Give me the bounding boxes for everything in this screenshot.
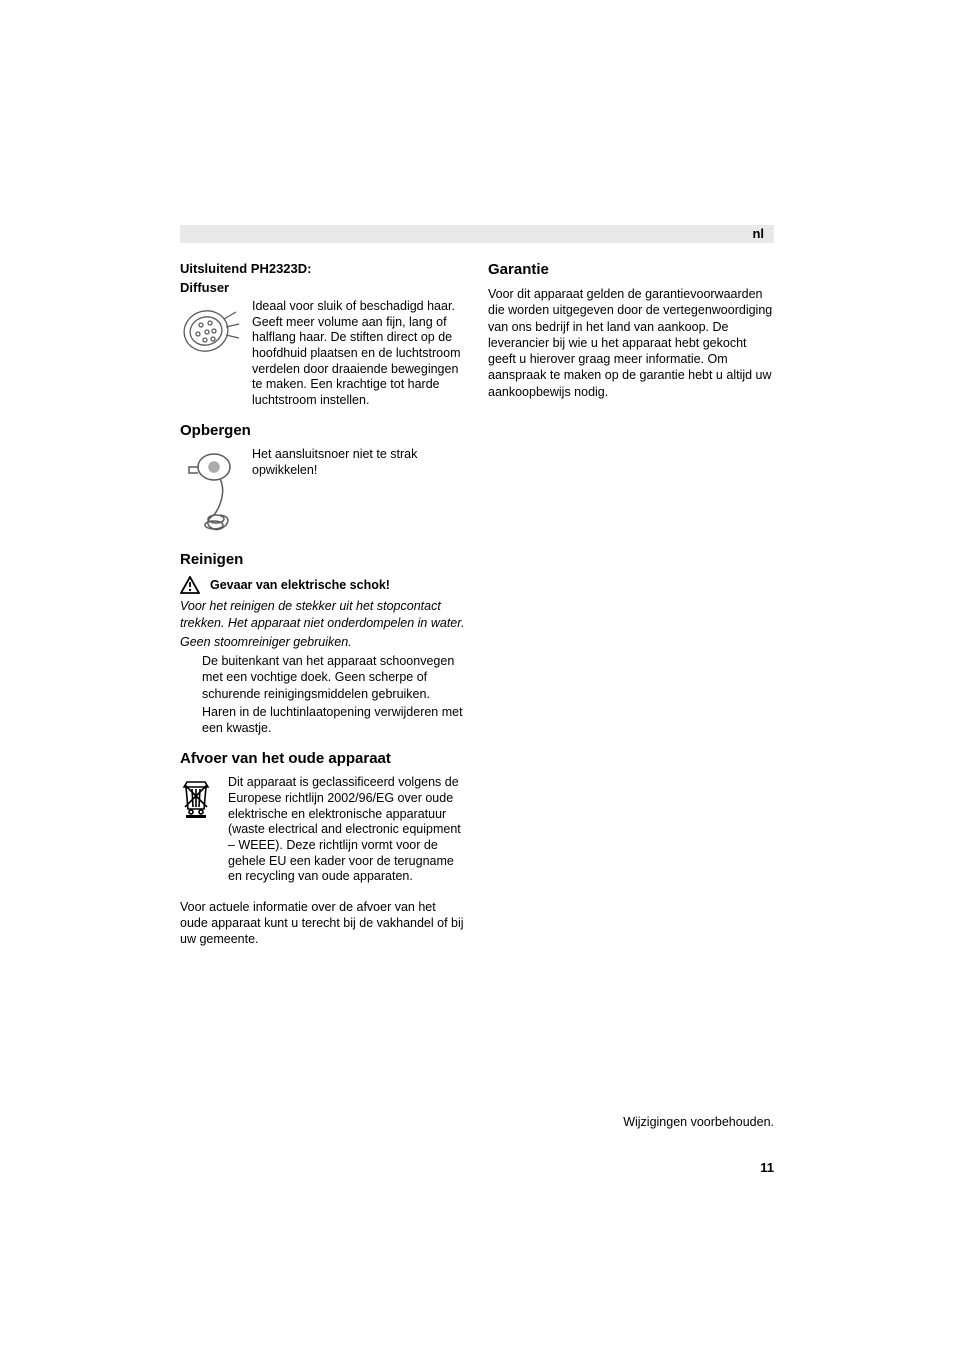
- hairdryer-cord-icon: [180, 447, 242, 537]
- garantie-body: Voor dit apparaat gelden de garantievoor…: [488, 286, 774, 400]
- reinigen-bullet-2: Haren in de luchtinlaatopening verwijder…: [180, 704, 466, 737]
- changes-reserved: Wijzigingen voorbehouden.: [623, 1115, 774, 1129]
- opbergen-block: Het aansluitsnoer niet te strak opwikkel…: [180, 447, 466, 537]
- diffuser-heading: Diffuser: [180, 280, 466, 295]
- afvoer-block: Dit apparaat is geclassificeerd volgens …: [180, 775, 466, 884]
- diffuser-body: Ideaal voor sluik of beschadigd haar. Ge…: [252, 299, 466, 408]
- diffuser-block: Ideaal voor sluik of beschadigd haar. Ge…: [180, 299, 466, 408]
- language-code: nl: [752, 226, 764, 241]
- warning-body-1: Voor het reinigen de stekker uit het sto…: [180, 598, 466, 631]
- afvoer-body: Dit apparaat is geclassificeerd volgens …: [228, 775, 466, 884]
- diffuser-attachment-icon: [180, 299, 242, 408]
- page-number: 11: [760, 1160, 774, 1175]
- reinigen-bullet-1: De buitenkant van het apparaat schoonveg…: [180, 653, 466, 702]
- warning-row: Gevaar van elektrische schok!: [180, 576, 466, 594]
- opbergen-body: Het aansluitsnoer niet te strak opwikkel…: [252, 447, 466, 537]
- right-column: Garantie Voor dit apparaat gelden de gar…: [488, 261, 774, 948]
- afvoer-heading: Afvoer van het oude apparaat: [180, 750, 466, 767]
- opbergen-heading: Opbergen: [180, 422, 466, 439]
- warning-body-2: Geen stoomreiniger gebruiken.: [180, 634, 466, 650]
- left-column: Uitsluitend PH2323D: Diffuser: [180, 261, 466, 948]
- warning-triangle-icon: [180, 576, 200, 594]
- model-restriction: Uitsluitend PH2323D:: [180, 261, 466, 276]
- reinigen-heading: Reinigen: [180, 551, 466, 568]
- header-bar: nl: [180, 225, 774, 243]
- warning-title: Gevaar van elektrische schok!: [210, 577, 390, 593]
- weee-bin-icon: [180, 775, 214, 884]
- afvoer-footer: Voor actuele informatie over de afvoer v…: [180, 899, 466, 948]
- garantie-heading: Garantie: [488, 261, 774, 278]
